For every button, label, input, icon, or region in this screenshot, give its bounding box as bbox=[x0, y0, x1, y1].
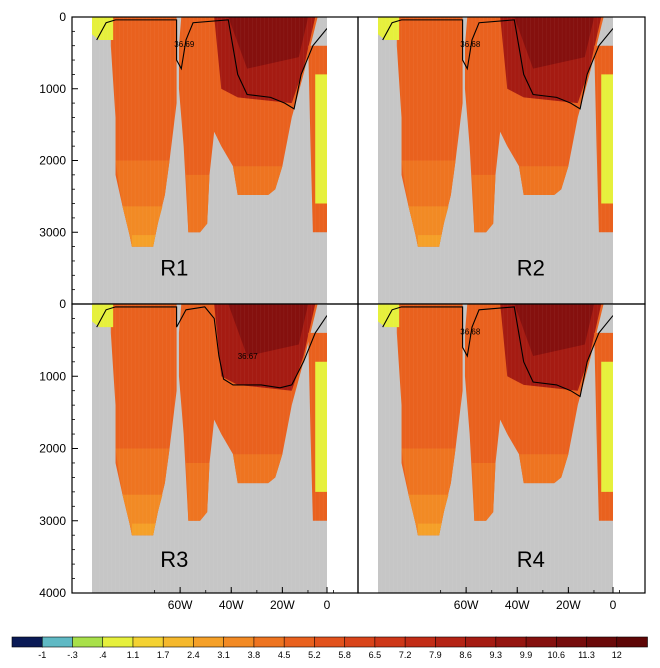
colorbar-swatch bbox=[555, 636, 588, 648]
central-east-deep bbox=[233, 454, 283, 484]
colorbar-label: 6.5 bbox=[369, 650, 382, 660]
colorbar-swatch bbox=[283, 636, 316, 648]
contour-label: 36.68 bbox=[460, 327, 481, 336]
x-tick-label: 40W bbox=[505, 598, 530, 612]
central-east-deep bbox=[233, 166, 283, 195]
panel-label: R1 bbox=[160, 255, 188, 280]
colorbar-label: 3.1 bbox=[217, 650, 230, 660]
colorbar-swatch bbox=[435, 636, 467, 648]
warm-core-upper bbox=[514, 304, 595, 357]
central-west-deep bbox=[186, 174, 210, 233]
y-tick-label: 1000 bbox=[39, 369, 66, 383]
colorbar-swatch bbox=[525, 636, 558, 648]
western-bottom bbox=[417, 523, 442, 536]
eastern-cold bbox=[315, 74, 327, 204]
panel-3: R3 36.67 bbox=[71, 303, 359, 594]
colorbar-swatch bbox=[495, 636, 527, 648]
panel-2: R2 36.68 bbox=[357, 16, 646, 305]
colorbar-label: .4 bbox=[99, 650, 107, 660]
eastern-cold bbox=[601, 74, 613, 204]
colorbar-swatch bbox=[465, 636, 497, 648]
x-tick-label: 0 bbox=[610, 598, 617, 612]
warm-core-upper bbox=[228, 304, 309, 357]
colorbar-swatch bbox=[374, 636, 406, 648]
colorbar-label: 7.2 bbox=[399, 650, 412, 660]
colorbar-swatch bbox=[253, 636, 285, 648]
y-tick-label: 2000 bbox=[39, 154, 66, 168]
colorbar-label: 9.9 bbox=[520, 650, 533, 660]
y-tick-label: 3000 bbox=[39, 514, 66, 528]
panels: R1 36.69 R2 36.68 R3 36.67 R4 36.68 bbox=[71, 16, 646, 594]
colorbar-label: 11.3 bbox=[578, 650, 595, 660]
x-tick-label: 60W bbox=[168, 598, 193, 612]
colorbar: -1 -.3 .4 1.1 1.7 2.4 3.1 3.8 4.5 5.2 5.8 6.5 7.2 7.9… bbox=[11, 636, 648, 660]
salinity-contour bbox=[96, 19, 327, 110]
colorbar-label: 12 bbox=[612, 650, 622, 660]
central-east-deep bbox=[519, 454, 569, 484]
eastern-cold bbox=[601, 361, 613, 492]
colorbar-label: 1.7 bbox=[157, 650, 170, 660]
colorbar-label: 5.2 bbox=[308, 650, 321, 660]
central-west-deep bbox=[472, 174, 496, 233]
warm-core-upper bbox=[228, 17, 309, 69]
y-tick-label: 1000 bbox=[39, 82, 66, 96]
colorbar-label: 9.3 bbox=[490, 650, 503, 660]
colorbar-swatch bbox=[616, 636, 648, 648]
contour-label: 36.68 bbox=[460, 40, 481, 49]
colorbar-label: -1 bbox=[38, 650, 46, 660]
colorbar-swatch bbox=[314, 636, 346, 648]
panel-4: R4 36.68 bbox=[357, 303, 646, 594]
colorbar-swatch bbox=[41, 636, 74, 648]
colorbar-label: 7.9 bbox=[429, 650, 442, 660]
salinity-contour bbox=[382, 306, 613, 398]
colorbar-swatch bbox=[132, 636, 164, 648]
eastern-cold bbox=[315, 361, 327, 492]
colorbar-label: 8.6 bbox=[459, 650, 472, 660]
colorbar-swatch bbox=[586, 636, 618, 648]
salinity-contour bbox=[96, 306, 327, 389]
axes: 0 1000 2000 3000 0 1000 2000 3000 4000 60W 40W 20W 0… bbox=[39, 10, 620, 612]
x-tick-label: 20W bbox=[556, 598, 581, 612]
x-tick-label: 40W bbox=[219, 598, 244, 612]
western-bottom bbox=[131, 523, 156, 536]
x-tick-label: 0 bbox=[324, 598, 331, 612]
colorbar-swatch bbox=[162, 636, 195, 648]
y-tick-label: 0 bbox=[59, 10, 66, 24]
panel-label: R2 bbox=[517, 255, 545, 280]
x-tick-label: 20W bbox=[270, 598, 295, 612]
central-west-deep bbox=[472, 462, 496, 521]
colorbar-swatch bbox=[193, 636, 225, 648]
colorbar-label: 5.8 bbox=[338, 650, 351, 660]
colorbar-swatch bbox=[102, 636, 134, 648]
y-tick-label: 0 bbox=[59, 297, 66, 311]
colorbar-swatch bbox=[404, 636, 437, 648]
panel-label: R4 bbox=[517, 547, 545, 572]
colorbar-label: -.3 bbox=[67, 650, 78, 660]
panel-frame bbox=[357, 303, 646, 594]
colorbar-swatch bbox=[11, 636, 44, 648]
colorbar-label: 1.1 bbox=[127, 650, 140, 660]
salinity-contour bbox=[382, 19, 613, 110]
western-bottom bbox=[131, 235, 156, 247]
colorbar-swatch bbox=[223, 636, 255, 648]
colorbar-label: 2.4 bbox=[187, 650, 200, 660]
panel-label: R3 bbox=[160, 547, 188, 572]
colorbar-label: 3.8 bbox=[248, 650, 261, 660]
colorbar-swatch bbox=[344, 636, 376, 648]
colorbar-label: 4.5 bbox=[278, 650, 291, 660]
panel-1: R1 36.69 bbox=[71, 16, 359, 305]
y-tick-label: 3000 bbox=[39, 225, 66, 239]
x-tick-label: 60W bbox=[454, 598, 479, 612]
central-west-deep bbox=[186, 462, 210, 521]
contour-label: 36.69 bbox=[174, 40, 195, 49]
colorbar-label: 10.6 bbox=[548, 650, 566, 660]
y-tick-label: 4000 bbox=[39, 586, 66, 600]
y-tick-label: 2000 bbox=[39, 442, 66, 456]
colorbar-swatch bbox=[72, 636, 104, 648]
western-bottom bbox=[417, 235, 442, 247]
contour-label: 36.67 bbox=[238, 352, 259, 361]
central-east-deep bbox=[519, 166, 569, 195]
warm-core-upper bbox=[514, 17, 595, 69]
